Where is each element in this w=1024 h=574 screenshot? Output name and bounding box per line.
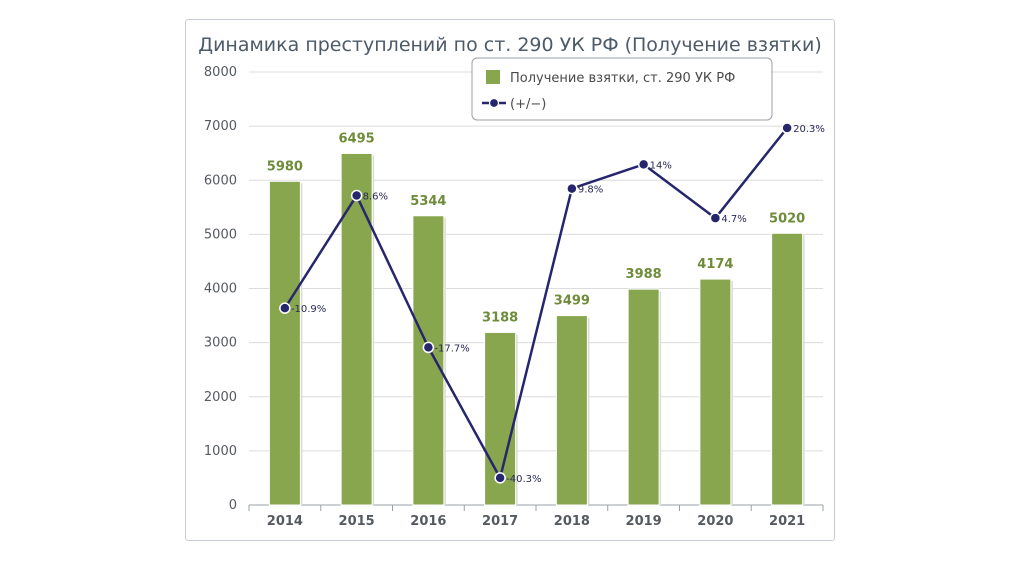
line-point bbox=[709, 212, 722, 224]
line-point bbox=[637, 158, 650, 171]
chart-plot: 0 1000 2000 3000 4000 5000 6000 7000 8000 2014 201… bbox=[204, 57, 825, 529]
line-value-label: -10.9% bbox=[291, 304, 326, 315]
line-value-label: 20.3% bbox=[793, 124, 825, 135]
bar bbox=[412, 215, 445, 506]
line-value-label: 9.8% bbox=[578, 185, 603, 196]
bar-value-label: 3188 bbox=[482, 310, 518, 325]
x-tick-label: 2020 bbox=[697, 514, 733, 529]
bar-value-label: 5980 bbox=[267, 159, 303, 174]
line-value-label: 14% bbox=[650, 160, 672, 171]
chart-card: Динамика преступлений по ст. 290 УК РФ (… bbox=[185, 19, 835, 541]
y-tick-label: 5000 bbox=[204, 227, 237, 242]
y-tick-label: 0 bbox=[229, 498, 237, 513]
y-tick-label: 6000 bbox=[204, 173, 237, 188]
line-value-label: 4.7% bbox=[721, 214, 746, 225]
x-tick-label: 2017 bbox=[482, 514, 518, 529]
line-point bbox=[279, 302, 291, 314]
x-tick-label: 2015 bbox=[339, 514, 375, 529]
y-tick-label: 4000 bbox=[204, 282, 237, 297]
line-point bbox=[781, 122, 793, 134]
bar-value-label: 3499 bbox=[554, 294, 590, 309]
x-tick-label: 2018 bbox=[554, 514, 590, 529]
bar bbox=[699, 278, 732, 506]
legend-swatch-bar bbox=[486, 70, 500, 84]
line-point bbox=[422, 341, 435, 354]
y-tick-label: 3000 bbox=[204, 336, 237, 351]
bar-value-label: 5344 bbox=[410, 194, 446, 209]
bar bbox=[340, 152, 373, 506]
legend-line-marker bbox=[488, 97, 500, 109]
bar-value-label: 5020 bbox=[769, 211, 805, 226]
bar-value-label: 4174 bbox=[697, 257, 733, 272]
x-tick-label: 2014 bbox=[267, 514, 303, 529]
line-value-label: 8.6% bbox=[363, 192, 388, 203]
line-point bbox=[494, 472, 506, 484]
line-point bbox=[350, 189, 363, 202]
bar-value-label: 3988 bbox=[626, 267, 662, 282]
chart-title: Динамика преступлений по ст. 290 УК РФ (… bbox=[198, 34, 822, 56]
y-tick-label: 7000 bbox=[204, 119, 237, 134]
y-tick-label: 2000 bbox=[204, 390, 237, 405]
legend-box bbox=[471, 57, 773, 121]
line-point bbox=[566, 182, 578, 195]
x-tick-label: 2016 bbox=[410, 514, 446, 529]
bar-value-label: 6495 bbox=[339, 131, 375, 146]
bar bbox=[555, 315, 588, 506]
y-tick-label: 1000 bbox=[204, 444, 237, 459]
line-value-label: -17.7% bbox=[434, 343, 469, 354]
x-tick-label: 2021 bbox=[769, 514, 805, 529]
legend-label-bar: Получение взятки, ст. 290 УК РФ bbox=[510, 71, 735, 86]
bar bbox=[627, 288, 660, 506]
line-value-label: -40.3% bbox=[506, 474, 541, 485]
bar bbox=[771, 232, 804, 506]
x-tick-label: 2019 bbox=[626, 514, 662, 529]
line-series bbox=[283, 127, 789, 480]
y-tick-label: 8000 bbox=[204, 65, 237, 80]
bar bbox=[268, 180, 301, 506]
legend-label-line: (+/−) bbox=[510, 97, 546, 112]
